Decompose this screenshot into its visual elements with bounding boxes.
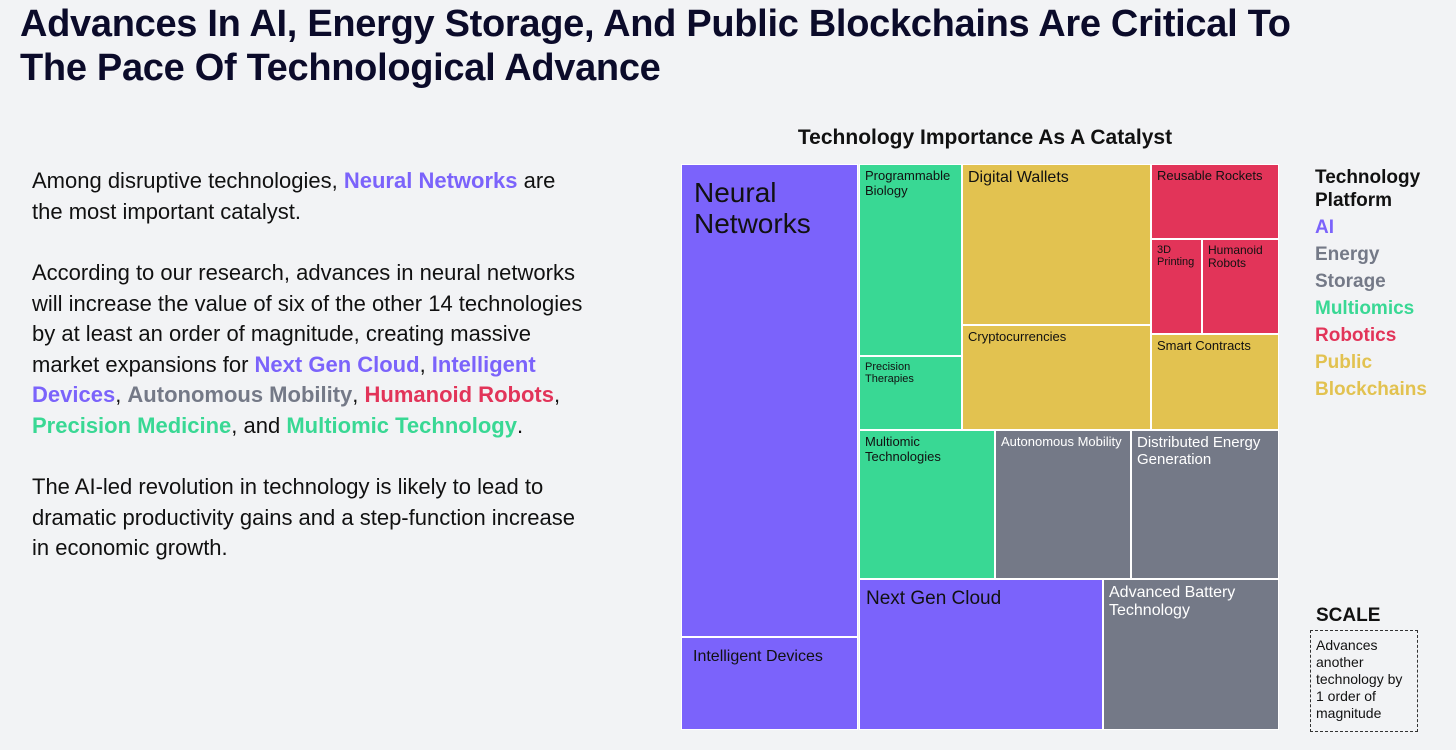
tile-label: Distributed Energy Generation <box>1137 434 1261 468</box>
treemap-tile: Next Gen Cloud <box>859 579 1103 730</box>
treemap-tile: Advanced Battery Technology <box>1103 579 1279 730</box>
legend-title: Technology Platform <box>1315 167 1421 211</box>
tile-label: Intelligent Devices <box>693 648 823 665</box>
treemap-tile: Smart Contracts <box>1151 334 1279 430</box>
scale-box: Advances another technology by 1 order o… <box>1310 630 1418 732</box>
tile-label: Advanced Battery Technology <box>1109 584 1236 619</box>
treemap-tile: Digital Wallets <box>962 164 1151 325</box>
tile-label: Smart Contracts <box>1157 338 1251 353</box>
treemap-tile: Neural Networks <box>681 164 858 637</box>
treemap-tile: Humanoid Robots <box>1202 239 1279 334</box>
highlight-text: Intelligent Devices <box>32 351 536 408</box>
tile-label: Humanoid Robots <box>1208 243 1263 271</box>
highlight-text: Multiomic Technology <box>286 412 517 438</box>
page-title: Advances In AI, Energy Storage, And Publ… <box>20 3 1291 89</box>
paragraph-2: According to our research, advances in n… <box>32 258 592 441</box>
paragraph-1: Among disruptive technologies, Neural Ne… <box>32 166 592 227</box>
treemap-tile: Autonomous Mobility <box>995 430 1131 579</box>
treemap-tile: Multiomic Technologies <box>859 430 995 579</box>
treemap-tile: Intelligent Devices <box>681 637 858 730</box>
treemap-tile: Precision Therapies <box>859 356 962 430</box>
tile-label: Reusable Rockets <box>1157 168 1263 183</box>
body-text-run: The AI-led revolution in technology is l… <box>32 474 575 560</box>
tile-label: Cryptocurrencies <box>968 329 1067 344</box>
treemap-tile: Reusable Rockets <box>1151 164 1279 239</box>
body-text: Among disruptive technologies, Neural Ne… <box>32 166 592 595</box>
tile-label: Precision Therapies <box>865 361 914 386</box>
treemap-tile: 3D Printing <box>1151 239 1202 334</box>
treemap-tile: Cryptocurrencies <box>962 325 1151 430</box>
body-text-run: are the most important catalyst. <box>32 168 556 224</box>
tile-label: Autonomous Mobility <box>1001 434 1122 449</box>
body-text-run: Among disruptive technologies, <box>32 168 344 193</box>
paragraph-3: The AI-led revolution in technology is l… <box>32 472 592 564</box>
highlight-text: Precision Medicine <box>32 412 232 438</box>
tile-label: 3D Printing <box>1157 244 1195 269</box>
body-text-run: , <box>553 382 561 407</box>
tile-label: Next Gen Cloud <box>866 588 1002 609</box>
highlight-text: Next Gen Cloud <box>254 351 420 377</box>
body-text-run: According to our research, advances in n… <box>32 260 583 377</box>
scale-title: SCALE <box>1316 605 1381 626</box>
highlight-text: Neural Networks <box>343 168 518 193</box>
tile-label: Neural Networks <box>694 177 811 240</box>
tile-label: Digital Wallets <box>968 169 1069 186</box>
treemap-tile: Distributed Energy Generation <box>1131 430 1279 579</box>
body-text-run: , <box>352 382 365 407</box>
highlight-text: Autonomous Mobility <box>127 382 353 407</box>
chart-title: Technology Importance As A Catalyst <box>797 126 1173 149</box>
body-text-run: , and <box>231 412 287 438</box>
legend: Technology Platform AI Energy Storage Mult… <box>1315 166 1455 403</box>
treemap-tile: Programmable Biology <box>859 164 962 356</box>
body-text-run: , <box>419 351 432 377</box>
body-text-run: . <box>516 412 524 438</box>
legend-item: Robotics <box>1315 325 1397 346</box>
body-text-run: , <box>115 382 128 407</box>
legend-item: Multiomics <box>1315 298 1415 319</box>
legend-item: Energy Storage <box>1315 244 1386 292</box>
tile-label: Programmable Biology <box>865 168 951 198</box>
highlight-text: Humanoid Robots <box>364 382 554 407</box>
legend-item: AI <box>1315 217 1334 238</box>
legend-items: AI Energy Storage Multiomics Robotics Public… <box>1315 214 1455 403</box>
legend-item: Public Blockchains <box>1315 352 1427 400</box>
tile-label: Multiomic Technologies <box>865 434 941 464</box>
